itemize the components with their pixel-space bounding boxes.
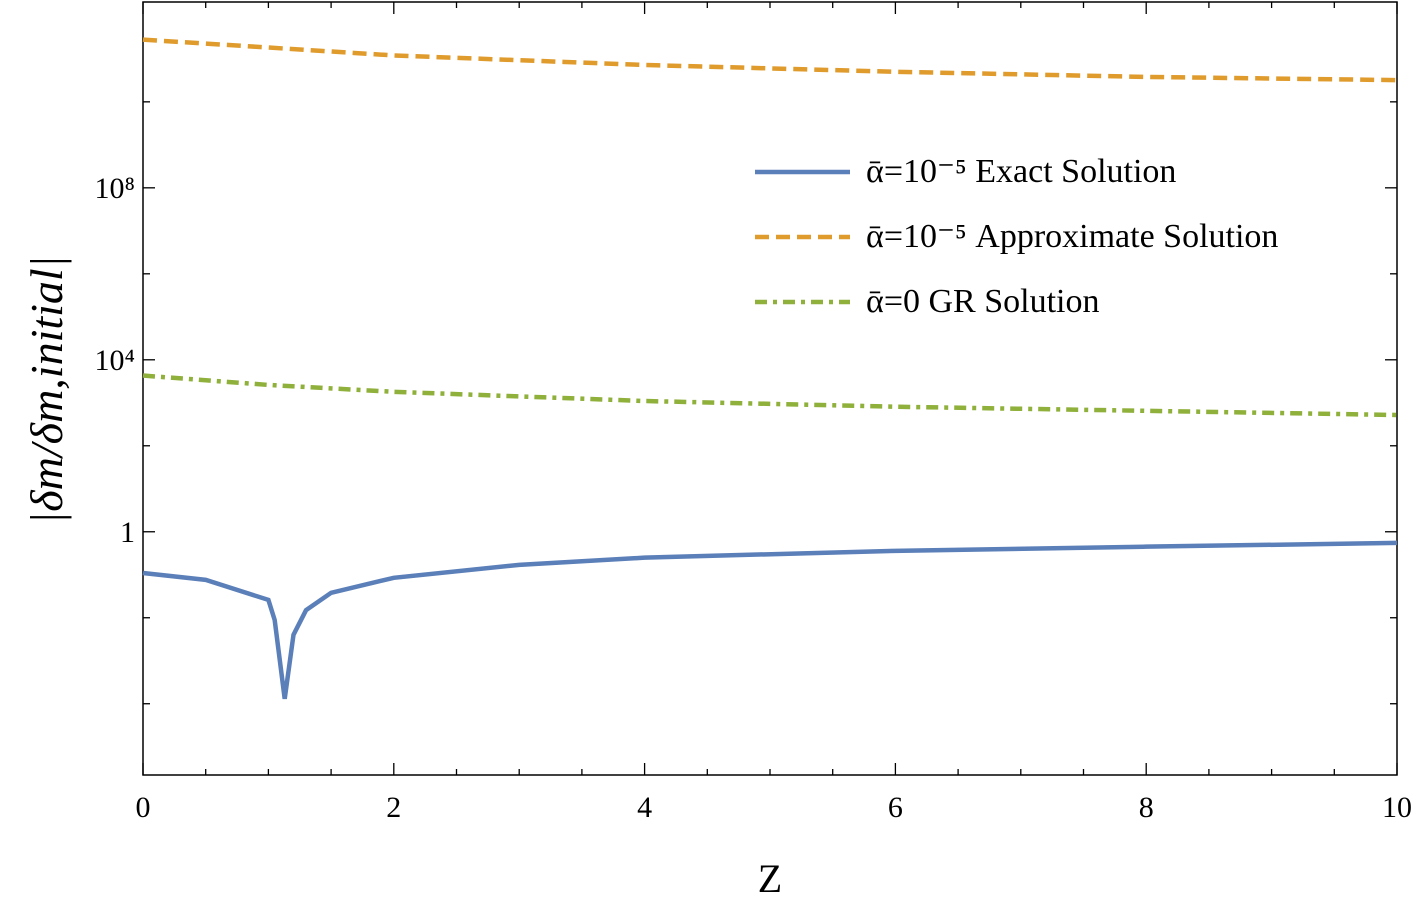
x-axis-label: Z: [758, 856, 782, 901]
series-line: [142, 37, 1398, 83]
x-tick-label: 2: [386, 791, 401, 824]
legend-label: ᾱ=10⁻⁵ Exact Solution: [866, 153, 1176, 190]
x-tick-label: 4: [637, 791, 652, 824]
y-tick-label: 10⁸: [95, 172, 135, 205]
x-tick-label: 10: [1382, 791, 1412, 824]
series-line: [142, 373, 1398, 418]
x-tick-label: 0: [136, 791, 151, 824]
y-tick-label: 10⁴: [95, 344, 135, 377]
legend-label: ᾱ=0 GR Solution: [866, 283, 1099, 320]
x-tick-label: 6: [888, 791, 903, 824]
x-tick-label: 8: [1139, 791, 1154, 824]
series-line: [142, 540, 1398, 700]
y-tick-label: 1: [120, 516, 135, 549]
y-axis-label: |δm/δm,initial|: [21, 256, 72, 525]
legend-label: ᾱ=10⁻⁵ Approximate Solution: [866, 218, 1278, 255]
